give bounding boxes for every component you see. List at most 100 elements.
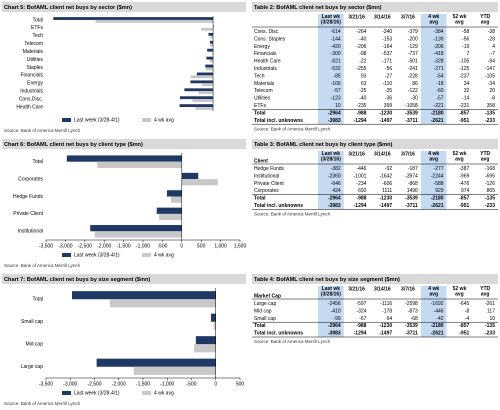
cell-value: 4: [492, 44, 495, 50]
cell-value: -271: [434, 66, 444, 72]
cell-value: -168: [485, 166, 495, 172]
category-label: Health Care: [16, 104, 43, 110]
row-label: Financials: [254, 51, 277, 57]
cell-value: -2180: [431, 196, 444, 202]
category-label: Materials: [23, 49, 44, 55]
cell-value: -28: [488, 36, 495, 42]
cell-value: -418: [434, 51, 444, 57]
row-label: Mid cap: [254, 308, 272, 314]
bar: [198, 91, 214, 95]
category-label: Telecom: [24, 41, 43, 47]
category-label: Cons.Disc.: [19, 96, 43, 102]
cell-value: -231: [459, 103, 469, 109]
cell-value: -2360: [328, 173, 341, 179]
x-tick-label: -3,500: [39, 381, 53, 387]
cell-value: -2621: [431, 203, 444, 209]
cell-value: -3539: [405, 323, 418, 329]
cell-value: -951: [459, 331, 469, 337]
cell-value: 358: [487, 103, 496, 109]
title-bar: [2, 274, 246, 284]
category-label: Total: [32, 17, 43, 23]
cell-value: -139: [434, 36, 444, 42]
cell-value: -2180: [431, 110, 444, 116]
source-note: Source: Bank of America Merrill Lynch: [4, 128, 81, 133]
cell-value: -1497: [379, 203, 392, 209]
column-header: 52 wk avg: [453, 286, 467, 298]
cell-value: -42: [436, 316, 443, 322]
category-label: Total: [32, 297, 43, 303]
cell-value: -56: [385, 66, 392, 72]
cell-value: -98: [359, 51, 366, 57]
bar: [206, 56, 214, 60]
cell-value: 10: [489, 316, 495, 322]
cell-value: -126: [485, 181, 495, 187]
cell-value: -1058: [405, 103, 418, 109]
title-bar: [252, 139, 498, 149]
row-label: Materials: [254, 81, 275, 87]
cell-value: -38: [488, 29, 495, 35]
column-header: 4 wk avg: [428, 151, 439, 163]
bar: [90, 225, 182, 232]
x-tick-label: -2,500: [78, 243, 92, 249]
cell-value: -410: [331, 308, 341, 314]
cell-value: 929: [435, 188, 444, 194]
cell-value: -99: [333, 316, 340, 322]
cell-value: -221: [434, 103, 444, 109]
cell-value: -2621: [431, 118, 444, 124]
cell-value: -40: [359, 36, 366, 42]
bar: [179, 104, 214, 108]
cell-value: -382: [331, 166, 341, 172]
category-label: Total: [32, 159, 43, 165]
column-header: 3/21/16: [348, 14, 365, 20]
row-label: Total incl. unknowns: [254, 331, 303, 337]
row-label: Total incl. unknowns: [254, 203, 303, 209]
legend-label: Last week (3/28-4/1): [74, 390, 120, 396]
column-header: Last wk (3/28/16): [321, 14, 341, 26]
cell-value: -340: [382, 29, 392, 35]
category-label: Small cap: [21, 319, 43, 325]
cell-value: -537: [382, 51, 392, 57]
category-label: Energy: [27, 81, 43, 87]
category-label: Tech: [32, 33, 43, 39]
x-tick-label: 1,500: [234, 243, 247, 249]
cell-value: -235: [356, 103, 366, 109]
bar: [95, 19, 214, 23]
x-tick-label: -1,000: [136, 243, 150, 249]
category-label: Hedge Funds: [13, 194, 44, 200]
cell-value: -94: [488, 59, 495, 65]
cell-value: -19: [462, 44, 469, 50]
bar: [210, 35, 214, 39]
cell-value: -135: [485, 323, 495, 329]
cell-value: 865: [487, 188, 496, 194]
category-label: Institutional: [18, 229, 43, 235]
row-label: Tech: [254, 73, 265, 79]
bar: [96, 358, 216, 367]
bar: [192, 99, 214, 102]
cell-value: -57: [436, 96, 443, 102]
cell-value: -614: [331, 29, 341, 35]
cell-value: -1001: [354, 173, 367, 179]
cell-value: -1497: [379, 118, 392, 124]
x-tick-label: -2,000: [112, 381, 126, 387]
cell-value: -387: [459, 166, 469, 172]
row-label: Small cap: [254, 316, 276, 322]
x-tick-label: 0: [180, 243, 183, 249]
cell-value: -25: [359, 88, 366, 94]
highlight-column: [420, 286, 447, 337]
bar: [179, 96, 214, 100]
cell-value: -951: [459, 118, 469, 124]
cell-value: -2621: [431, 331, 444, 337]
bar: [181, 172, 199, 180]
bar: [166, 190, 182, 197]
category-label: Industrials: [20, 89, 43, 95]
cell-value: -135: [485, 110, 495, 116]
source-note: Source: Bank of America Merrill Lynch: [254, 126, 331, 131]
cell-value: -129: [408, 44, 418, 50]
x-tick-label: -3,000: [58, 243, 72, 249]
source-note: Source: Bank of America Merrill Lynch: [4, 263, 81, 268]
cell-value: -122: [408, 88, 418, 94]
column-header: 4 wk avg: [428, 286, 439, 298]
highlight-column: [318, 14, 344, 125]
cell-value: -532: [331, 66, 341, 72]
